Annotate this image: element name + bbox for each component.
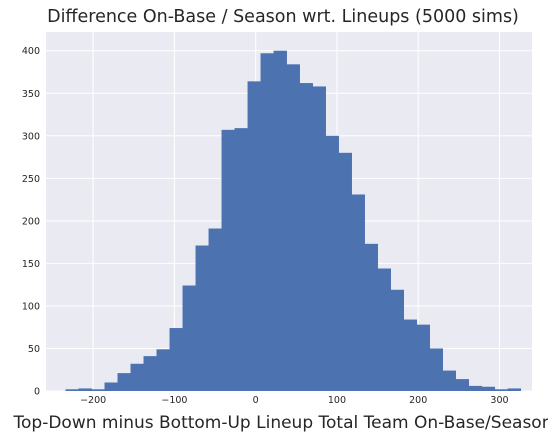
histogram-bar [442, 370, 457, 391]
x-tick-label: 100 [328, 395, 346, 406]
histogram-bar [416, 324, 430, 391]
histogram-bar [507, 388, 522, 391]
y-tick-label: 350 [22, 89, 40, 100]
histogram-bar [156, 349, 170, 391]
histogram-bar [143, 356, 157, 391]
histogram-bar [169, 328, 183, 391]
histogram-bar [91, 389, 105, 391]
histogram-bar [286, 64, 300, 391]
histogram-bars [65, 50, 522, 392]
histogram-bar [494, 389, 509, 391]
histogram-bar [403, 319, 417, 391]
histogram-bar [455, 379, 470, 391]
histogram-bar [377, 268, 391, 391]
histogram-bar [351, 194, 365, 391]
y-tick-label: 150 [22, 259, 40, 270]
histogram-bar [299, 83, 313, 391]
y-tick-label: 300 [22, 131, 40, 142]
histogram-bar [273, 50, 287, 392]
histogram-bar [312, 86, 326, 391]
y-tick-label: 100 [22, 301, 40, 312]
chart-title: Difference On-Base / Season wrt. Lineups… [47, 7, 519, 27]
histogram-bar [481, 386, 496, 391]
histogram-bar [234, 128, 248, 392]
x-axis-ticks: −200 −100 0 100 200 300 [80, 395, 508, 406]
histogram-bar [338, 152, 352, 391]
x-tick-label: 200 [409, 395, 427, 406]
histogram-bar [429, 348, 444, 391]
y-tick-label: 200 [22, 216, 40, 227]
x-tick-label: −200 [80, 395, 106, 406]
histogram-bar [390, 289, 404, 391]
histogram-bar [364, 243, 378, 391]
y-axis-ticks: 0 50 100 150 200 250 300 350 400 [22, 46, 40, 397]
histogram-bar [117, 373, 131, 391]
histogram-bar [182, 285, 196, 391]
histogram-bar [325, 135, 339, 391]
histogram-bar [130, 363, 144, 391]
histogram-bar [104, 382, 118, 391]
x-axis-label: Top-Down minus Bottom-Up Lineup Total Te… [13, 413, 548, 433]
histogram-bar [208, 228, 222, 391]
y-tick-label: 0 [34, 387, 40, 398]
y-tick-label: 50 [28, 344, 40, 355]
histogram-bar [247, 81, 261, 391]
histogram-bar [65, 389, 79, 391]
y-tick-label: 400 [22, 46, 40, 57]
x-tick-label: 0 [253, 395, 259, 406]
histogram-bar [195, 245, 209, 391]
histogram-bar [221, 129, 235, 391]
histogram-bar [468, 385, 483, 391]
x-tick-label: 300 [490, 395, 508, 406]
x-tick-label: −100 [161, 395, 187, 406]
histogram-bar [260, 53, 274, 392]
histogram-bar [78, 388, 92, 391]
y-tick-label: 250 [22, 174, 40, 185]
